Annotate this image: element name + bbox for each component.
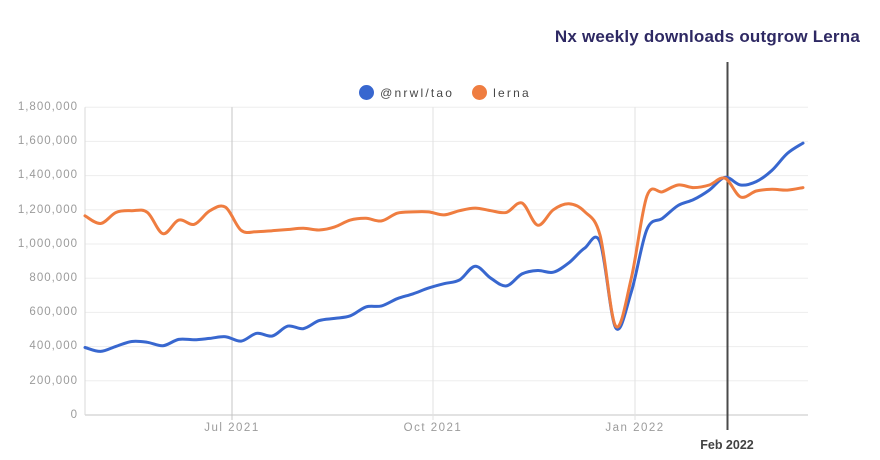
series-dot-icon <box>359 85 375 100</box>
legend-item-nrwl-tao[interactable]: @nrwl/tao <box>359 85 454 100</box>
x-tick-label: Jul 2021 <box>204 422 260 434</box>
x-tick-label: Jan 2022 <box>605 422 665 434</box>
y-tick-label: 200,000 <box>29 375 78 387</box>
chart-title: Nx weekly downloads outgrow Lerna <box>554 27 860 46</box>
y-tick-label: 1,000,000 <box>17 238 78 250</box>
x-gridlines <box>84 107 636 420</box>
y-tick-label: 1,200,000 <box>17 204 78 216</box>
y-tick-label: 600,000 <box>29 306 78 318</box>
y-tick-label: 1,400,000 <box>17 169 78 181</box>
y-tick-label: 1,600,000 <box>17 135 78 147</box>
series-dot-icon <box>472 85 488 100</box>
annotation-label: Feb 2022 <box>700 438 754 452</box>
series-line-lerna <box>83 176 805 329</box>
legend-item-lerna[interactable]: lerna <box>472 85 531 100</box>
y-tick-label: 800,000 <box>29 272 78 284</box>
x-tick-label: Oct 2021 <box>403 422 463 434</box>
series-line-nrwl-tao <box>83 141 805 353</box>
series-lines <box>83 141 805 353</box>
legend-label: lerna <box>493 85 531 100</box>
y-tick-label: 400,000 <box>29 340 78 352</box>
y-tick-label: 0 <box>70 409 78 421</box>
legend-label: @nrwl/tao <box>380 85 455 100</box>
y-tick-label: 1,800,000 <box>17 101 78 113</box>
legend: @nrwl/tao lerna <box>85 85 805 100</box>
y-gridlines <box>85 106 808 416</box>
